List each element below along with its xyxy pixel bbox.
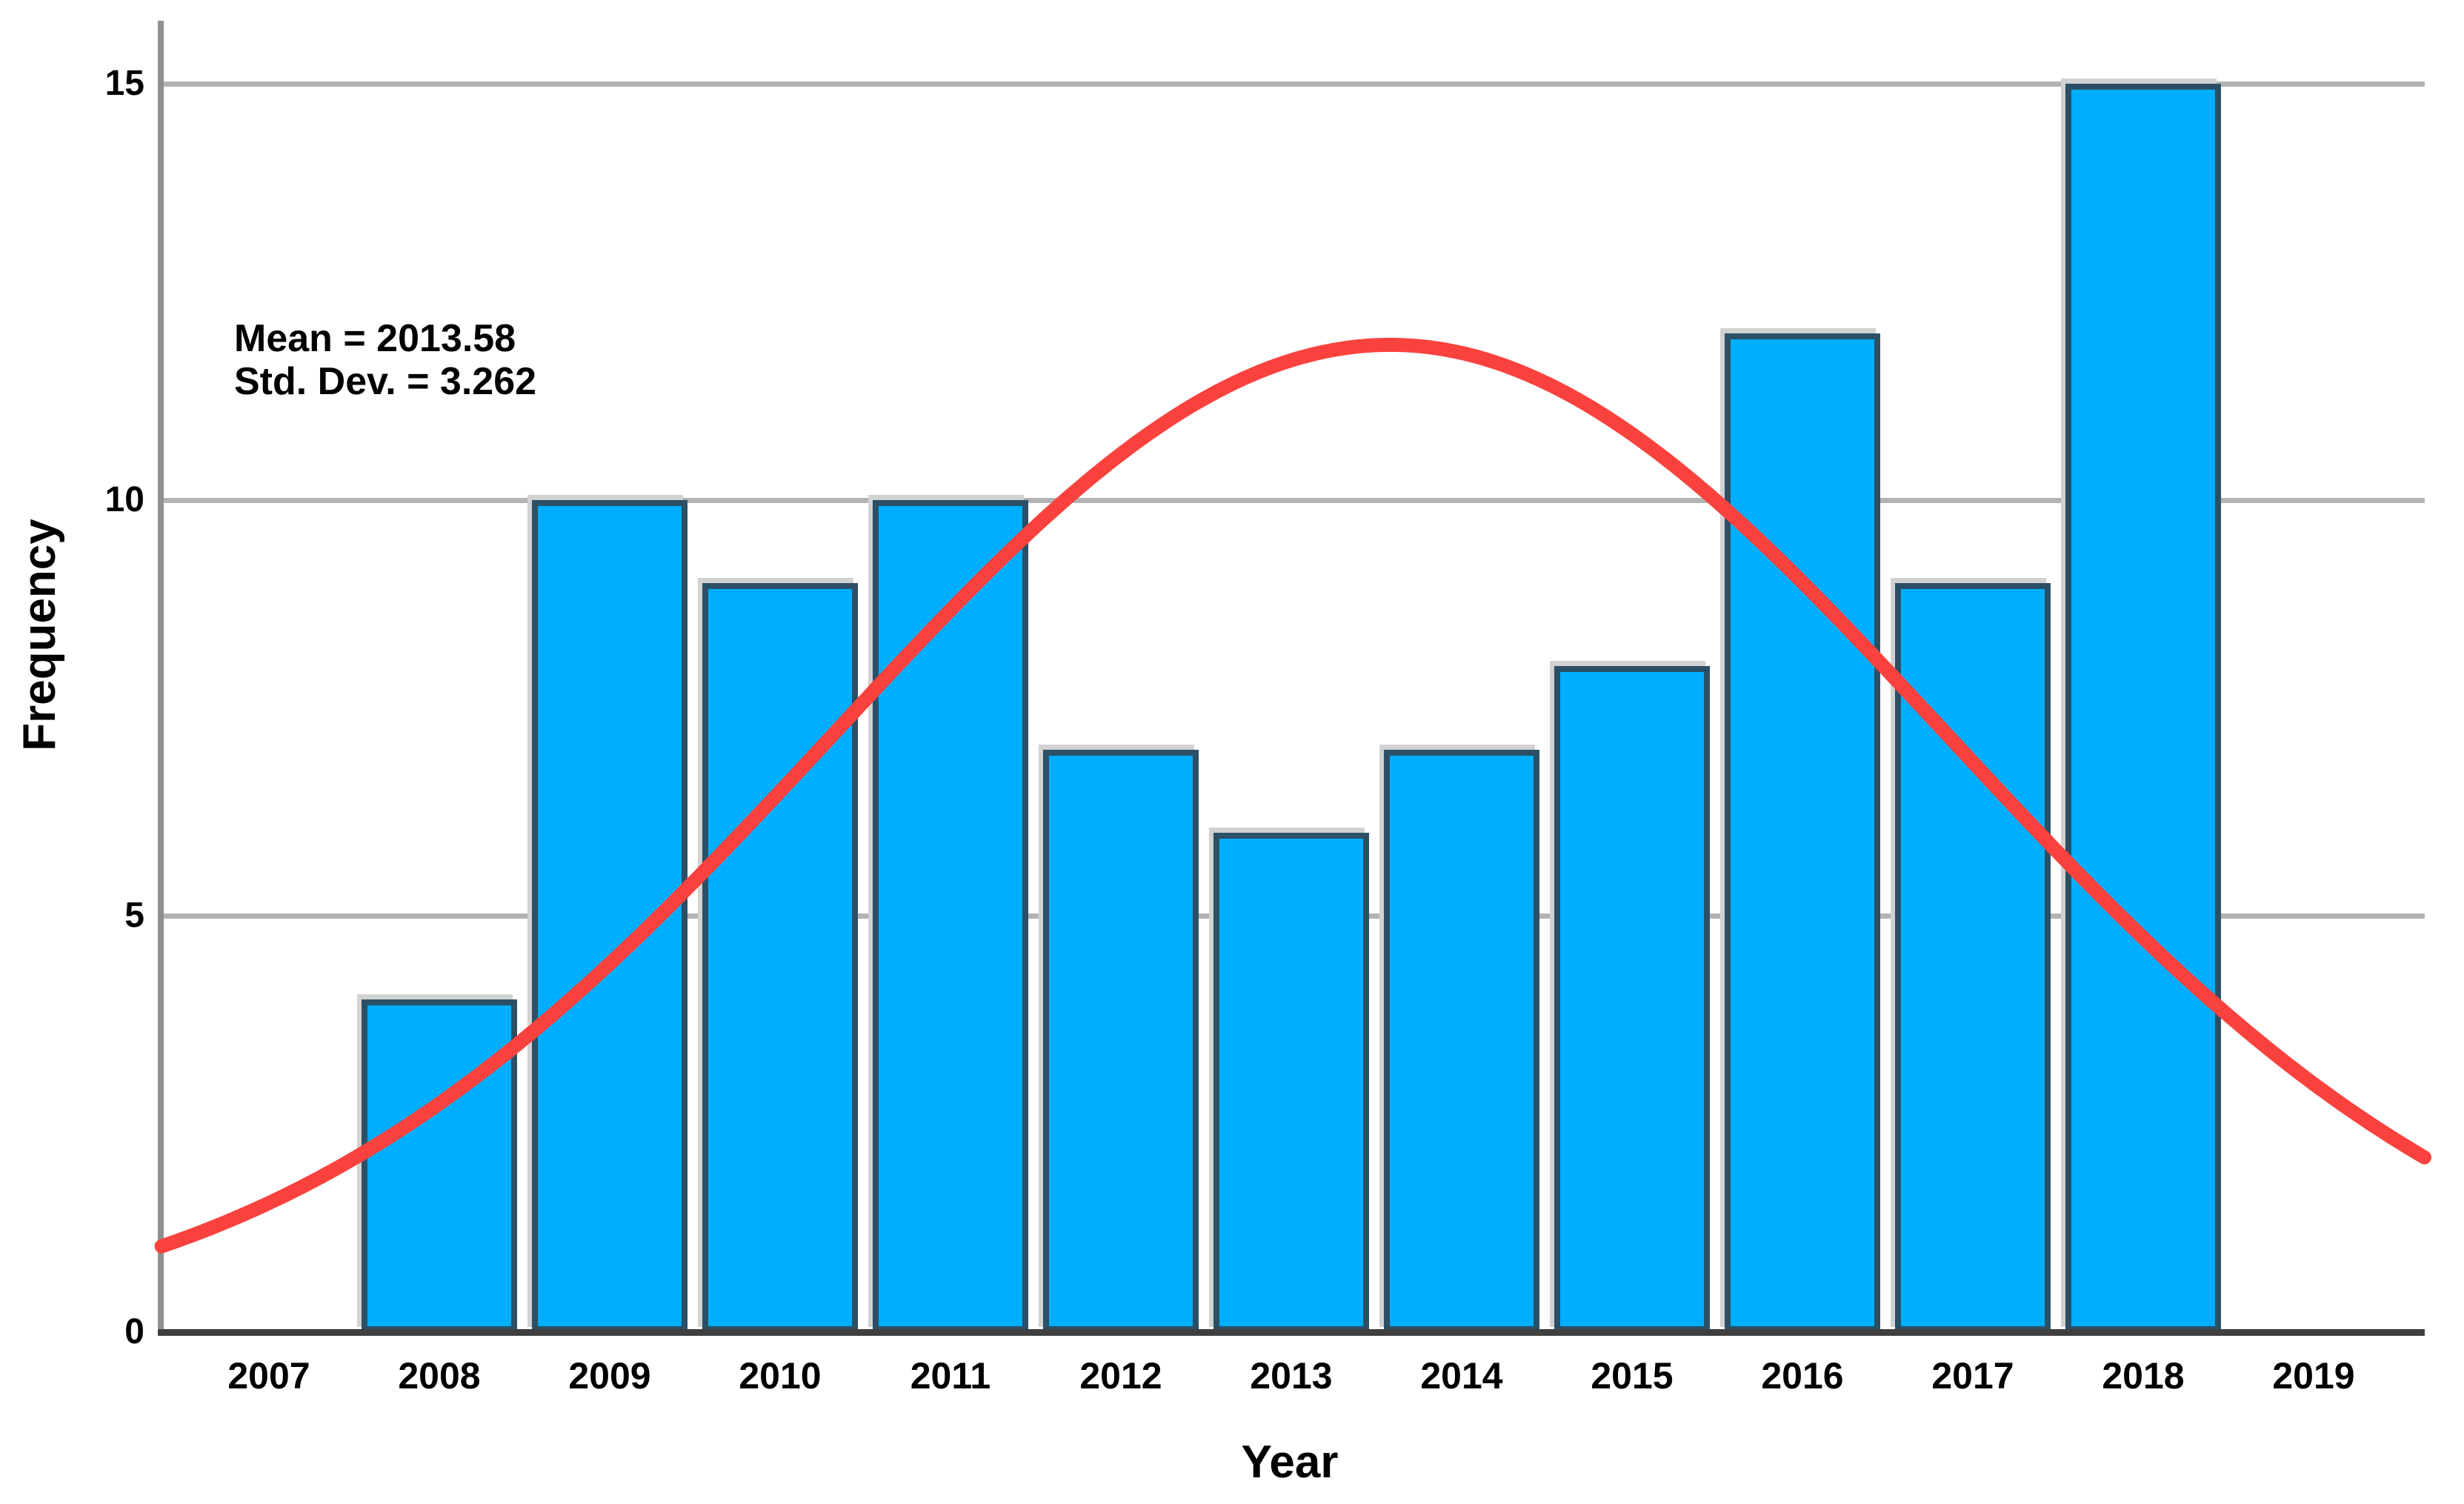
x-tick-label: 2019 bbox=[2272, 1355, 2355, 1397]
bar-2018 bbox=[2065, 84, 2221, 1332]
x-tick-label: 2017 bbox=[1931, 1355, 2014, 1397]
bar-2016 bbox=[1725, 333, 1880, 1332]
bar-2013 bbox=[1213, 833, 1369, 1332]
y-tick-label: 15 bbox=[104, 64, 144, 104]
y-axis-line bbox=[158, 21, 164, 1335]
x-tick-label: 2018 bbox=[2102, 1355, 2185, 1397]
bar-2008 bbox=[362, 999, 517, 1332]
bar-2012 bbox=[1043, 749, 1199, 1332]
x-tick-label: 2010 bbox=[739, 1355, 822, 1397]
y-tick-label: 0 bbox=[124, 1312, 144, 1351]
x-tick-label: 2008 bbox=[398, 1355, 481, 1397]
std-dev-value: Std. Dev. = 3.262 bbox=[234, 360, 537, 403]
gridline bbox=[161, 81, 2425, 87]
x-tick-label: 2014 bbox=[1420, 1355, 1503, 1397]
stats-annotation: Mean = 2013.58 Std. Dev. = 3.262 bbox=[234, 317, 536, 403]
y-tick-label: 5 bbox=[124, 896, 144, 936]
x-tick-label: 2007 bbox=[227, 1355, 310, 1397]
x-tick-label: 2016 bbox=[1761, 1355, 1844, 1397]
x-tick-label: 2015 bbox=[1591, 1355, 1674, 1397]
bar-2015 bbox=[1554, 666, 1710, 1332]
x-tick-label: 2013 bbox=[1250, 1355, 1333, 1397]
x-axis-title: Year bbox=[1241, 1437, 1339, 1488]
x-tick-label: 2011 bbox=[910, 1355, 991, 1397]
x-tick-label: 2012 bbox=[1079, 1355, 1162, 1397]
bar-2017 bbox=[1895, 583, 2051, 1332]
x-axis-line bbox=[158, 1329, 2425, 1336]
bar-2010 bbox=[702, 583, 858, 1332]
y-axis-title: Frequency bbox=[14, 519, 65, 751]
bar-2009 bbox=[532, 499, 687, 1332]
x-tick-label: 2009 bbox=[568, 1355, 651, 1397]
bar-2014 bbox=[1384, 749, 1539, 1332]
mean-value: Mean = 2013.58 bbox=[234, 317, 516, 360]
bar-2011 bbox=[873, 499, 1028, 1332]
y-tick-label: 10 bbox=[104, 479, 144, 519]
